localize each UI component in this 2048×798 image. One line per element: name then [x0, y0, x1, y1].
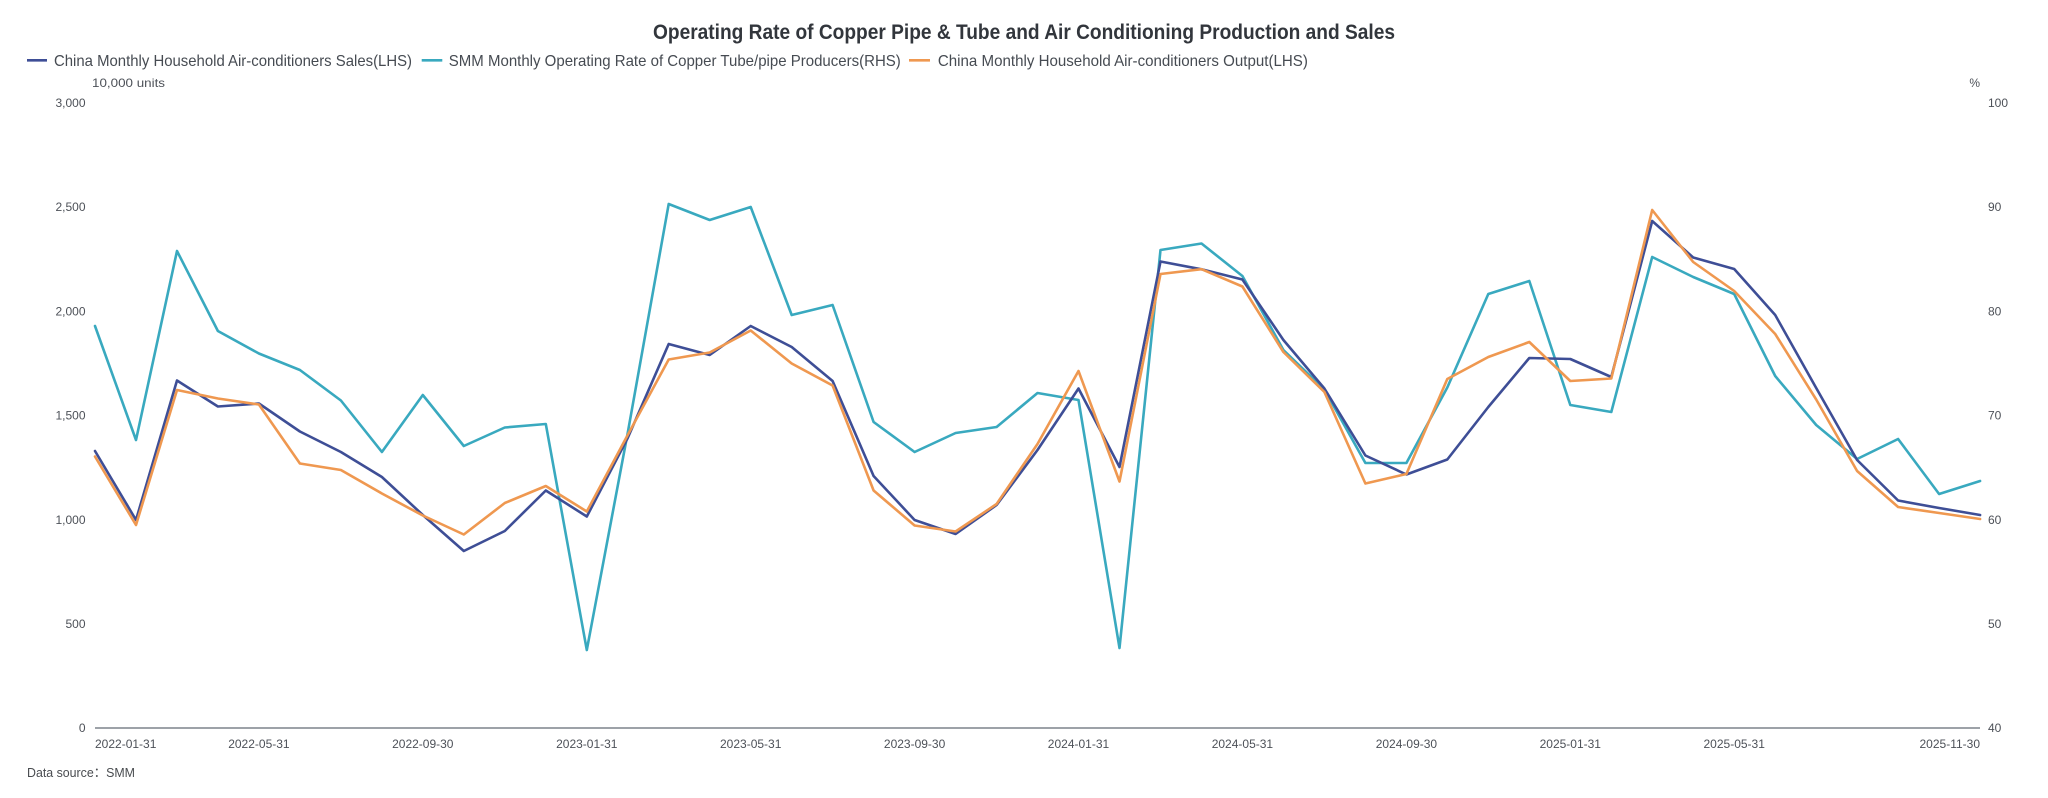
svg-text:3,000: 3,000: [55, 96, 85, 110]
svg-text:2025-11-30: 2025-11-30: [1920, 737, 1981, 751]
svg-text:2025-05-31: 2025-05-31: [1704, 737, 1766, 751]
svg-text:60: 60: [1988, 513, 2002, 527]
svg-text:China Monthly Household Air-co: China Monthly Household Air-conditioners…: [938, 53, 1308, 70]
svg-text:2025-01-31: 2025-01-31: [1540, 737, 1602, 751]
svg-text:2024-05-31: 2024-05-31: [1212, 737, 1274, 751]
svg-text:0: 0: [79, 721, 86, 735]
svg-text:2022-09-30: 2022-09-30: [392, 737, 454, 751]
svg-text:2,500: 2,500: [55, 200, 85, 214]
svg-text:1,000: 1,000: [55, 513, 85, 527]
svg-text:%: %: [1969, 76, 1980, 90]
svg-text:Data source：SMM: Data source：SMM: [27, 765, 135, 780]
svg-text:2023-01-31: 2023-01-31: [556, 737, 618, 751]
svg-text:Operating Rate of Copper Pipe: Operating Rate of Copper Pipe & Tube and…: [653, 21, 1395, 44]
svg-text:2024-09-30: 2024-09-30: [1376, 737, 1438, 751]
svg-text:2023-09-30: 2023-09-30: [884, 737, 946, 751]
svg-text:90: 90: [1988, 200, 2002, 214]
svg-text:80: 80: [1988, 304, 2002, 318]
svg-text:2,000: 2,000: [55, 304, 85, 318]
svg-text:50: 50: [1988, 617, 2002, 631]
svg-text:2024-01-31: 2024-01-31: [1048, 737, 1110, 751]
svg-text:10,000 units: 10,000 units: [92, 76, 165, 90]
svg-text:70: 70: [1988, 409, 2002, 423]
svg-text:2022-01-31: 2022-01-31: [95, 737, 157, 751]
svg-text:40: 40: [1988, 721, 2002, 735]
svg-text:SMM Monthly Operating Rate of: SMM Monthly Operating Rate of Copper Tub…: [449, 53, 901, 70]
svg-text:1,500: 1,500: [55, 409, 85, 423]
svg-text:500: 500: [65, 617, 85, 631]
svg-text:100: 100: [1988, 96, 2008, 110]
svg-text:2023-05-31: 2023-05-31: [720, 737, 782, 751]
svg-text:China Monthly Household Air-co: China Monthly Household Air-conditioners…: [54, 53, 412, 70]
svg-text:2022-05-31: 2022-05-31: [228, 737, 290, 751]
